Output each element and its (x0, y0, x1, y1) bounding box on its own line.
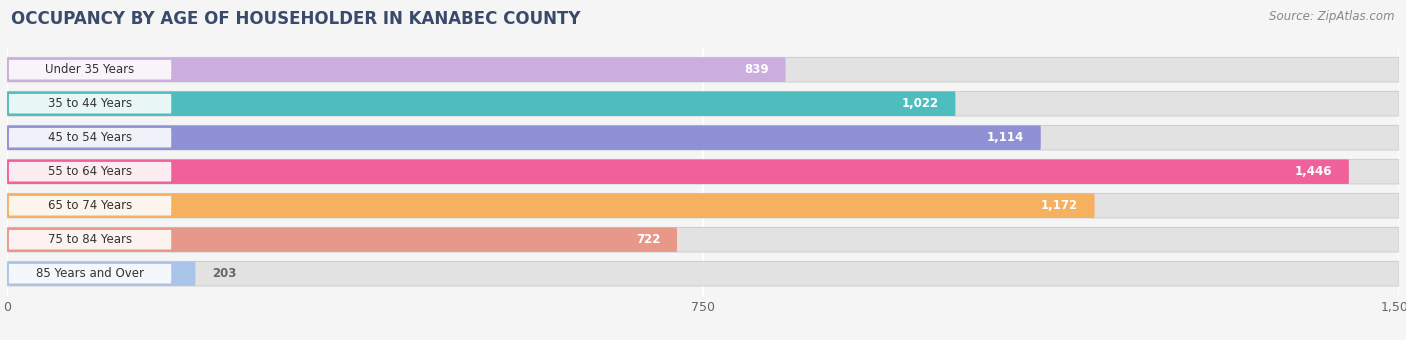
FancyBboxPatch shape (7, 159, 1348, 184)
Text: 839: 839 (744, 63, 769, 76)
FancyBboxPatch shape (7, 57, 1399, 82)
Text: 35 to 44 Years: 35 to 44 Years (48, 97, 132, 110)
FancyBboxPatch shape (8, 60, 172, 80)
FancyBboxPatch shape (7, 125, 1399, 150)
FancyBboxPatch shape (7, 125, 1040, 150)
FancyBboxPatch shape (7, 261, 195, 286)
FancyBboxPatch shape (7, 91, 1399, 116)
Text: 1,446: 1,446 (1295, 165, 1331, 178)
FancyBboxPatch shape (7, 91, 956, 116)
FancyBboxPatch shape (7, 193, 1095, 218)
Text: 203: 203 (212, 267, 236, 280)
Text: Under 35 Years: Under 35 Years (45, 63, 135, 76)
FancyBboxPatch shape (8, 264, 172, 284)
Text: OCCUPANCY BY AGE OF HOUSEHOLDER IN KANABEC COUNTY: OCCUPANCY BY AGE OF HOUSEHOLDER IN KANAB… (11, 10, 581, 28)
FancyBboxPatch shape (8, 230, 172, 250)
FancyBboxPatch shape (7, 227, 1399, 252)
Text: 1,022: 1,022 (901, 97, 939, 110)
FancyBboxPatch shape (8, 128, 172, 148)
FancyBboxPatch shape (8, 196, 172, 216)
FancyBboxPatch shape (7, 227, 678, 252)
FancyBboxPatch shape (7, 57, 786, 82)
Text: 1,172: 1,172 (1040, 199, 1078, 212)
FancyBboxPatch shape (8, 162, 172, 182)
Text: Source: ZipAtlas.com: Source: ZipAtlas.com (1270, 10, 1395, 23)
Text: 1,114: 1,114 (987, 131, 1024, 144)
FancyBboxPatch shape (7, 261, 1399, 286)
Text: 45 to 54 Years: 45 to 54 Years (48, 131, 132, 144)
Text: 55 to 64 Years: 55 to 64 Years (48, 165, 132, 178)
Text: 722: 722 (636, 233, 661, 246)
Text: 85 Years and Over: 85 Years and Over (37, 267, 143, 280)
FancyBboxPatch shape (7, 159, 1399, 184)
Text: 75 to 84 Years: 75 to 84 Years (48, 233, 132, 246)
FancyBboxPatch shape (8, 94, 172, 114)
Text: 65 to 74 Years: 65 to 74 Years (48, 199, 132, 212)
FancyBboxPatch shape (7, 193, 1399, 218)
